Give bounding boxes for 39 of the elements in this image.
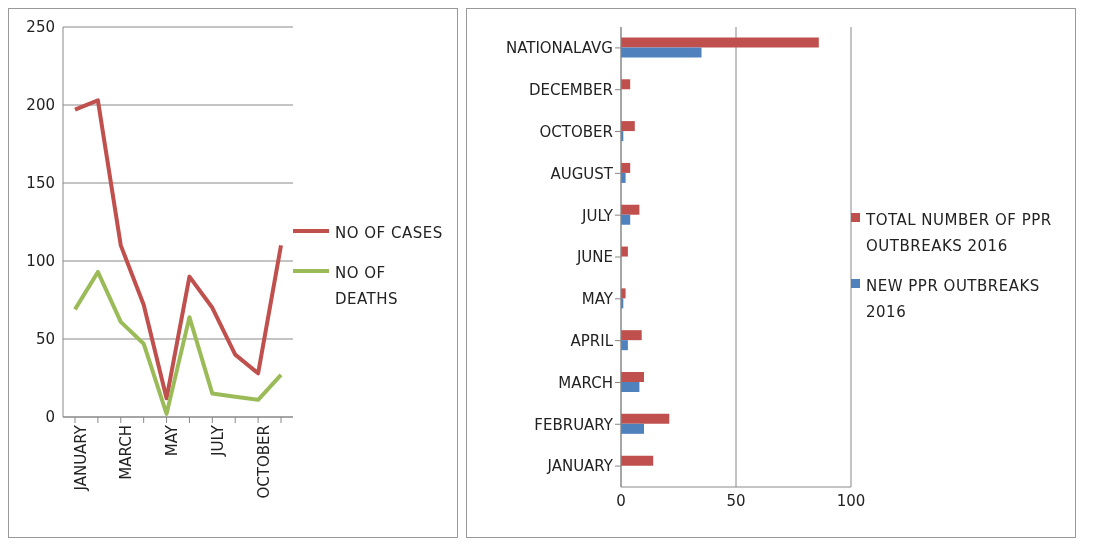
bar xyxy=(621,455,654,466)
legend-label: NEW PPR OUTBREAKS 2016 xyxy=(866,276,1041,323)
legend-label: TOTAL NUMBER OF PPR OUTBREAKS 2016 xyxy=(866,210,1053,257)
bar xyxy=(621,382,640,392)
y-tick-label: MAY xyxy=(581,290,614,309)
x-tick-label: 100 xyxy=(836,491,866,510)
y-tick-label: APRIL xyxy=(570,331,614,350)
y-tick-label: OCTOBER xyxy=(539,122,613,141)
y-tick-label: 100 xyxy=(26,252,55,271)
x-tick-label: 0 xyxy=(616,491,626,510)
legend-label: NO OF DEATHS xyxy=(335,263,400,310)
y-tick-label: AUGUST xyxy=(550,164,614,183)
x-tick-label: MARCH xyxy=(117,425,136,480)
bar xyxy=(621,204,640,215)
y-tick-label: JUNE xyxy=(575,248,613,267)
bar xyxy=(621,413,670,424)
bar xyxy=(621,423,644,434)
bar xyxy=(621,372,644,382)
line-series xyxy=(73,98,283,401)
y-tick-label: DECEMBER xyxy=(528,81,613,100)
y-tick-label: 200 xyxy=(26,96,55,115)
x-tick-label: OCTOBER xyxy=(254,425,273,499)
x-tick-label: MAY xyxy=(163,424,182,457)
x-tick-label: JULY xyxy=(208,424,227,457)
bar xyxy=(621,47,702,58)
line-series xyxy=(73,269,283,416)
bar xyxy=(621,37,819,48)
y-tick-label: 50 xyxy=(35,330,55,349)
y-tick-label: FEBRUARY xyxy=(534,415,614,434)
bar xyxy=(621,330,642,341)
y-tick-label: 250 xyxy=(26,18,55,37)
y-tick-label: 0 xyxy=(45,408,55,427)
y-tick-label: NATIONALAVG xyxy=(505,39,613,58)
bar xyxy=(621,121,635,132)
x-tick-label: 50 xyxy=(726,491,746,510)
y-tick-label: JULY xyxy=(581,206,614,225)
y-tick-label: 150 xyxy=(26,174,55,193)
y-tick-label: MARCH xyxy=(558,373,613,392)
legend-label: NO OF CASES xyxy=(335,223,443,244)
